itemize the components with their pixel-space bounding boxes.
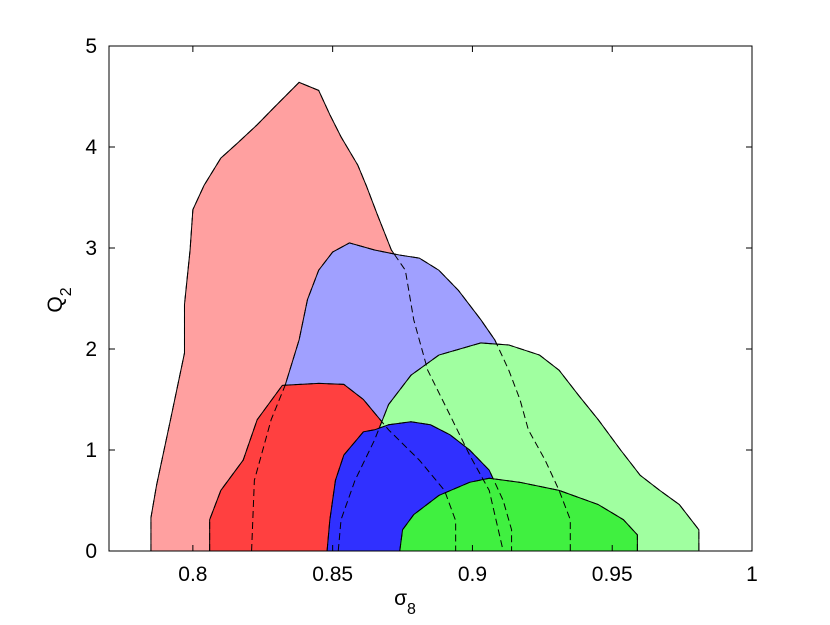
axes-frame [108,45,753,552]
contour-outline [326,421,513,552]
y-axis-label: Q2 [44,287,75,312]
x-label-subscript: 8 [407,601,416,618]
x-tick-label: 0.85 [312,563,353,586]
y-tick-label: 5 [85,35,97,58]
x-label-text: σ [394,587,407,610]
contour-outline [399,477,638,552]
y-tick-label: 4 [85,136,97,159]
x-tick-label: 0.8 [178,563,207,586]
y-label-subscript: 2 [58,287,75,296]
x-tick-label: 1 [746,563,758,586]
y-tick-label: 1 [85,439,97,462]
x-axis-label: σ8 [394,587,416,618]
y-tick-label: 3 [85,237,97,260]
y-label-text: Q [44,296,67,312]
x-tick-label: 0.95 [592,563,633,586]
contour-outline [150,81,504,552]
y-tick-label: 0 [85,540,97,563]
contour-outline [209,382,457,552]
y-tick-label: 2 [85,338,97,361]
contour-outline [337,342,700,552]
plot-area [150,81,700,552]
x-tick-label: 0.9 [458,563,487,586]
contour-outline [251,242,571,552]
